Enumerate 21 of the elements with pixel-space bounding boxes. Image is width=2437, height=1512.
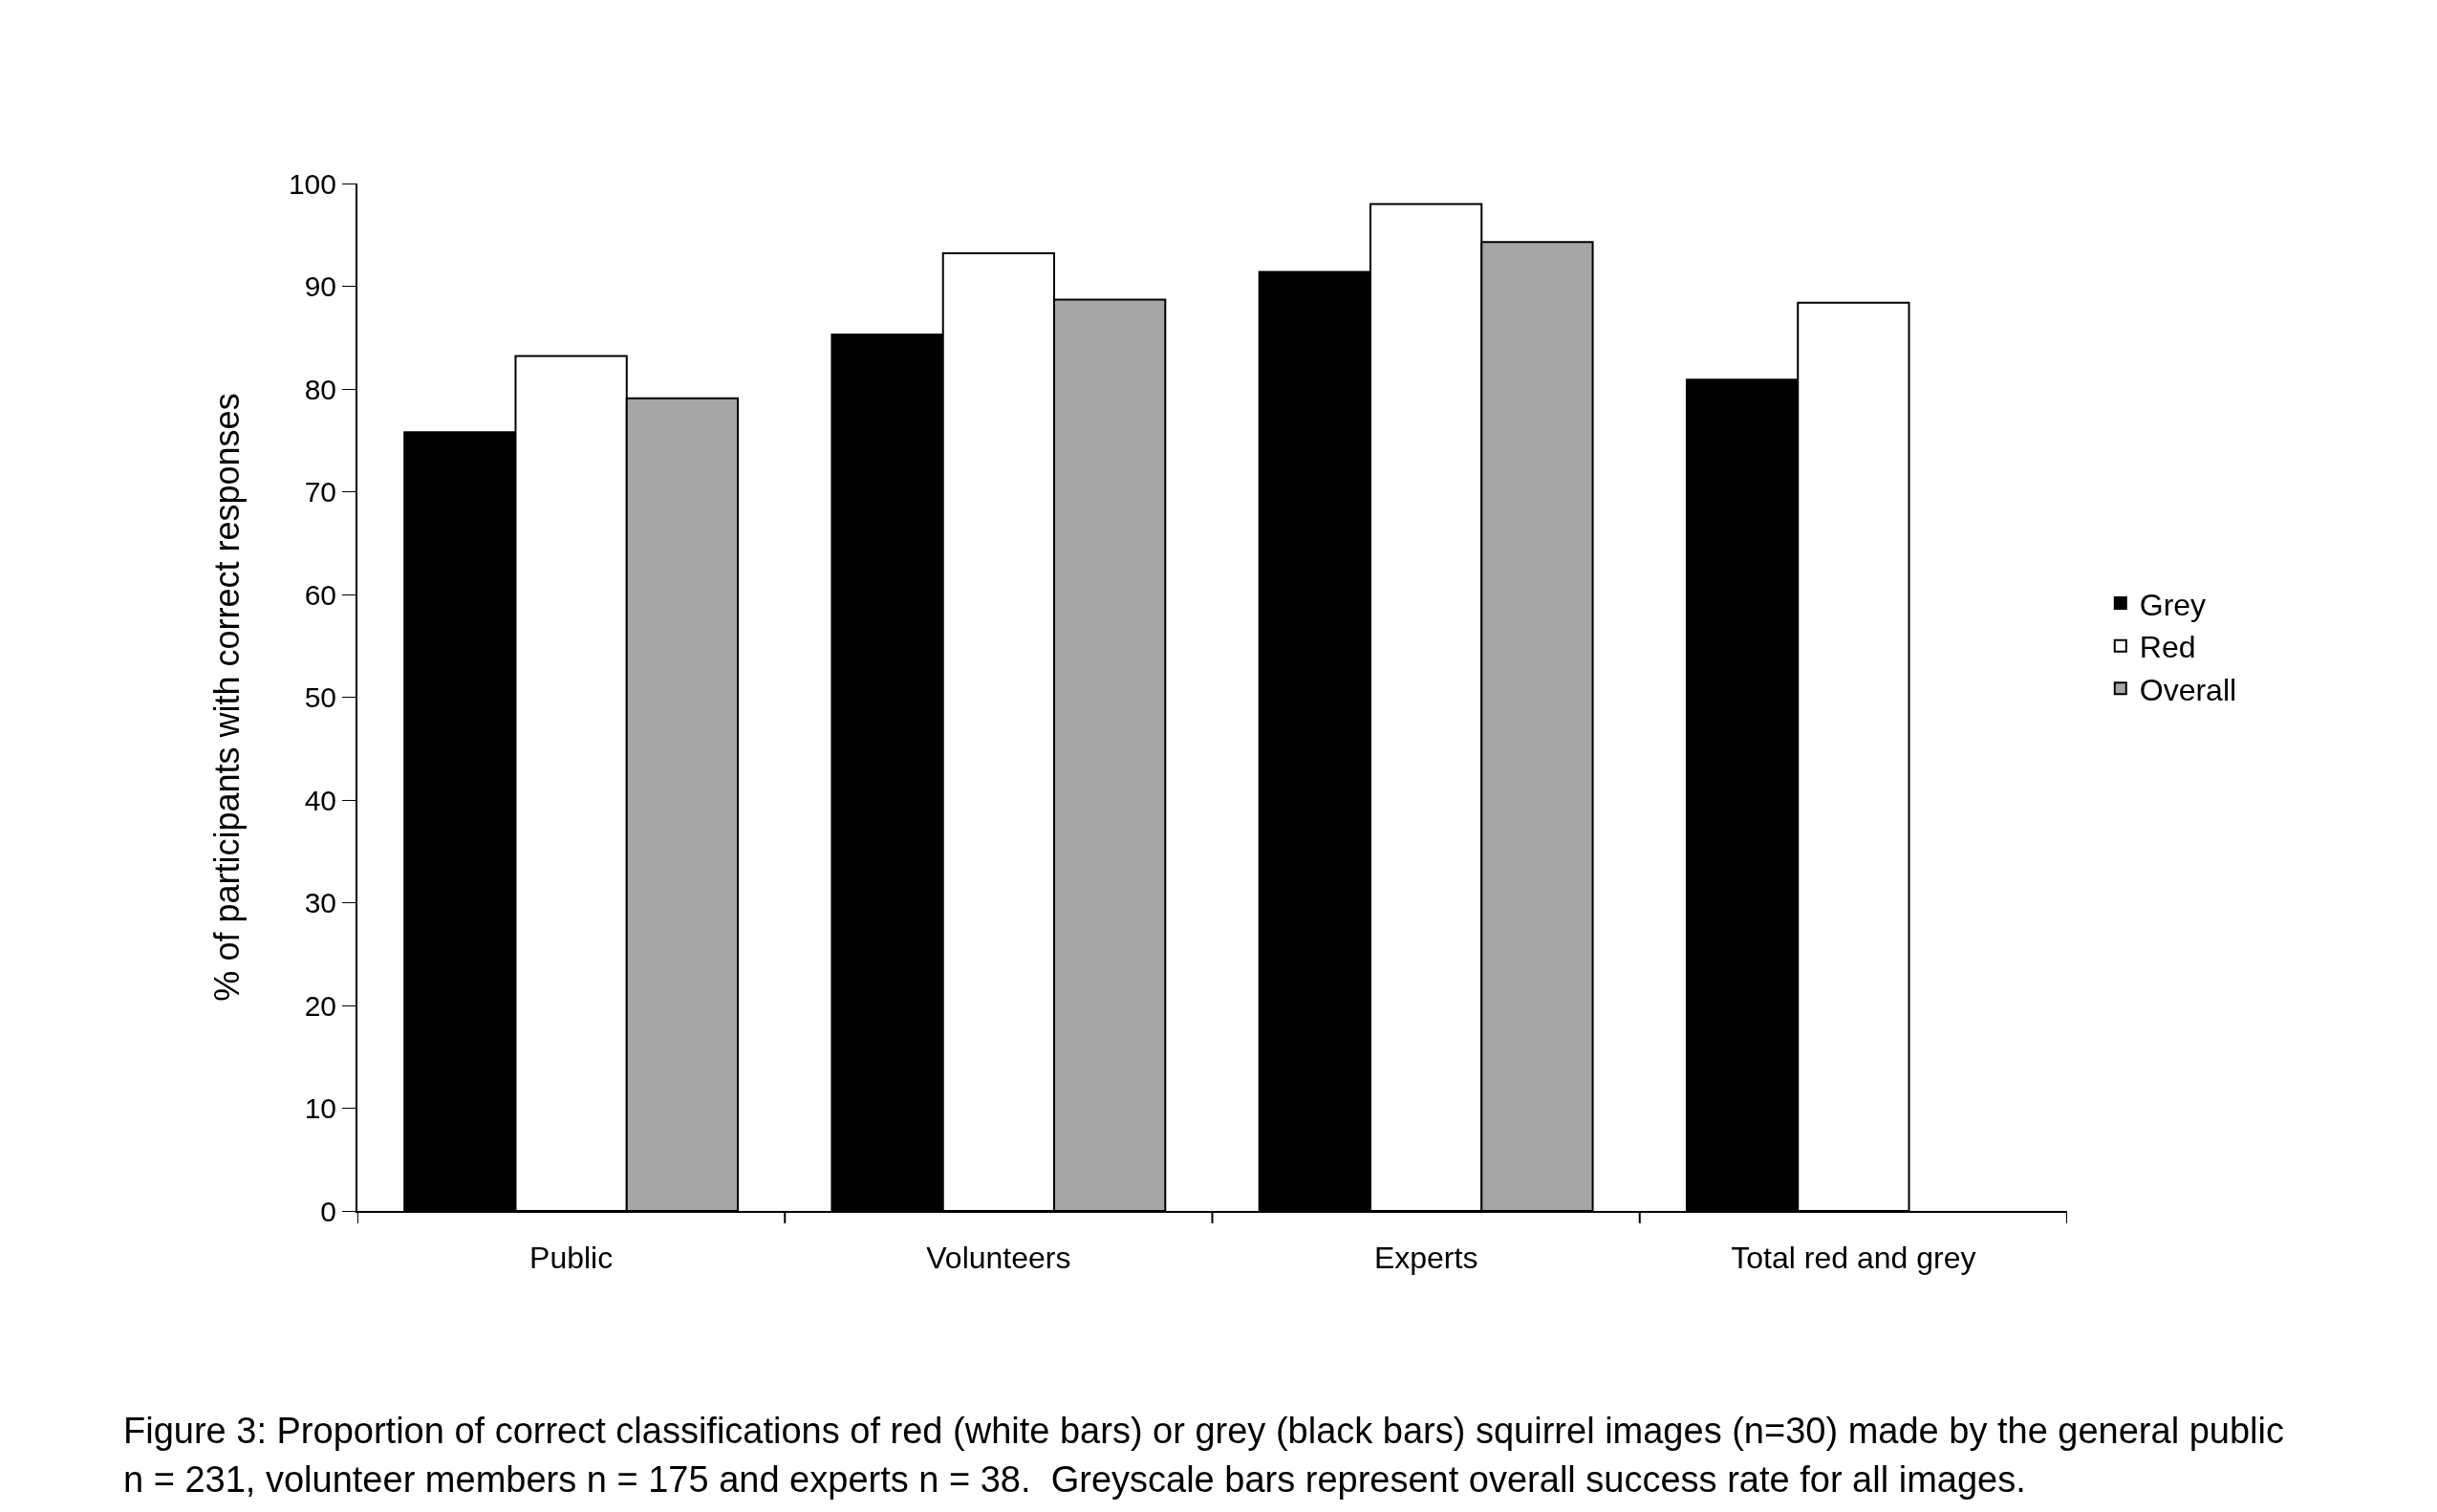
caption: Figure 3: Proportion of correct classifications of red (white bars) or grey (black bars) squirrel images (n=30) made by the general public xyxy=(123,1411,2284,1451)
y-tick-label: 30 xyxy=(304,887,336,918)
y-tick-label: 40 xyxy=(304,784,336,816)
y-axis-title: % of participants with correct responses xyxy=(207,393,248,1002)
y-tick-label: 10 xyxy=(304,1092,336,1124)
y-tick-label: 20 xyxy=(304,989,336,1022)
y-tick-label: 90 xyxy=(304,270,336,302)
y-tick-label: 80 xyxy=(304,373,336,405)
y-tick-label: 50 xyxy=(304,681,336,713)
y-tick-label: 70 xyxy=(304,476,336,508)
legend-label: Red xyxy=(2139,630,2196,665)
y-tick-label: 0 xyxy=(320,1195,336,1227)
x-tick-label: Total red and grey xyxy=(1731,1241,1976,1276)
y-tick-label: 60 xyxy=(304,578,336,611)
text: n = 231, volunteer members n = 175 and experts n = 38. Greyscale bars represent overall success rate for all images. xyxy=(123,1459,2026,1500)
x-tick-label: Experts xyxy=(1373,1241,1478,1276)
legend-label: Grey xyxy=(2139,587,2207,622)
x-tick-label: Volunteers xyxy=(926,1241,1071,1276)
x-tick-label: Public xyxy=(529,1241,614,1276)
y-tick-label: 100 xyxy=(288,167,336,200)
legend-label: Overall xyxy=(2139,672,2237,707)
